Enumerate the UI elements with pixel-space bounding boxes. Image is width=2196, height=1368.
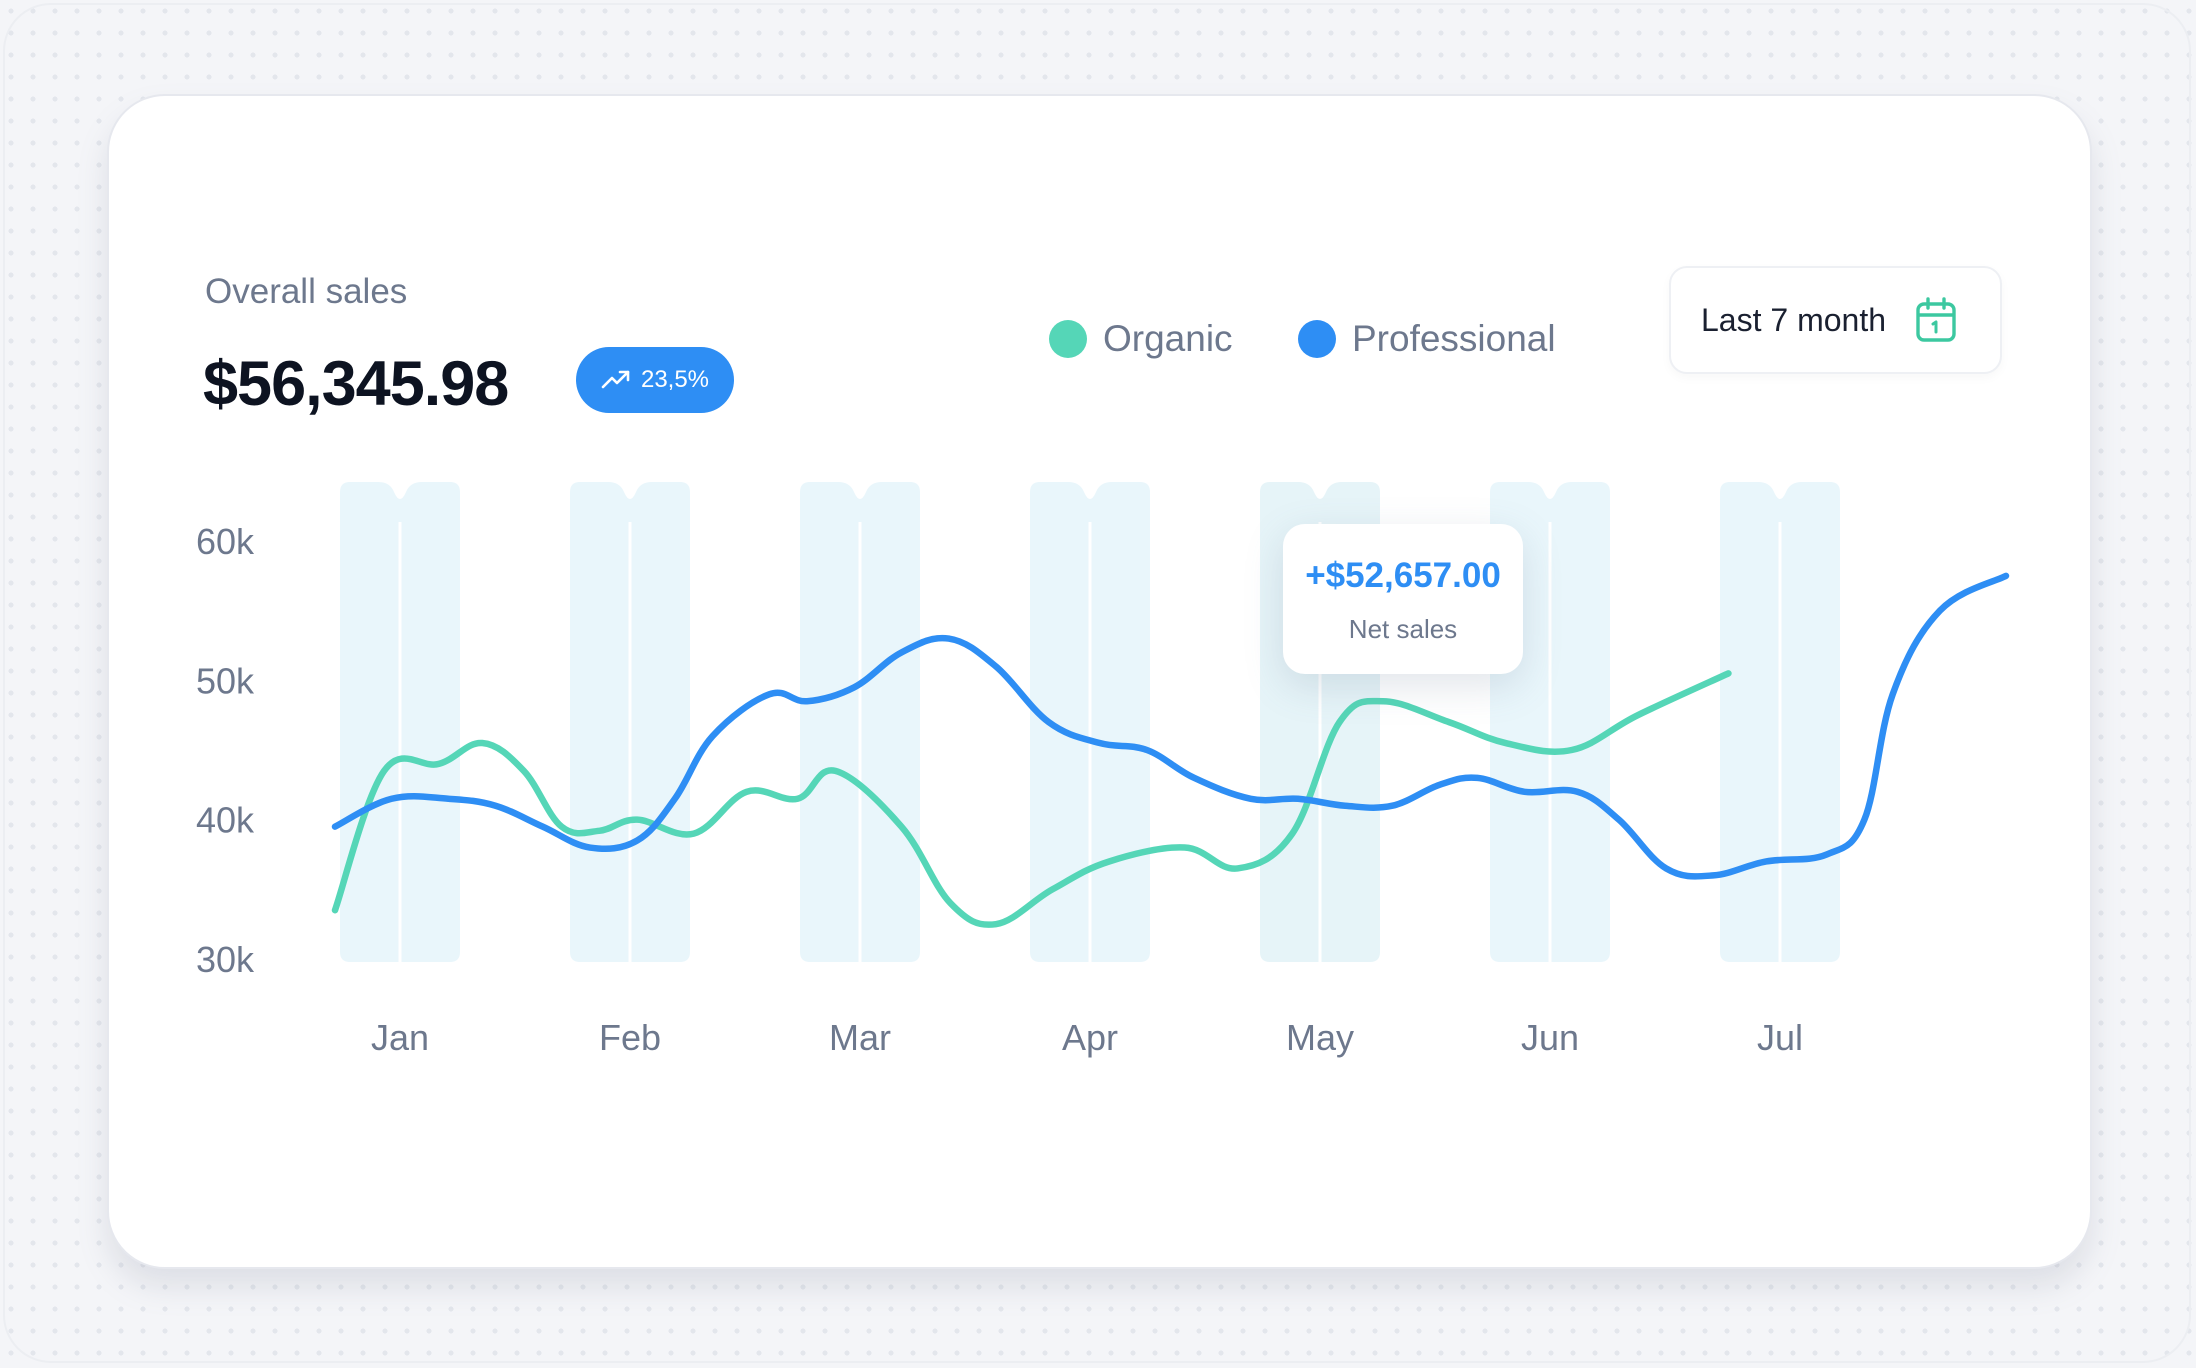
tooltip-value: +$52,657.00 — [1305, 556, 1501, 595]
series-line-professional — [331, 572, 2010, 880]
sales-card: 60k 50k 40k 30k Jan Feb Mar Apr May Jun Jul Overal… — [107, 94, 2092, 1269]
net-sales-tooltip: +$52,657.00 Net sales — [1283, 524, 1523, 674]
growth-badge: 23,5% — [576, 347, 734, 413]
series-line-organic — [331, 670, 1732, 928]
calendar-icon — [1916, 297, 1956, 342]
legend-item-professional: Professional — [1298, 318, 1556, 360]
x-tick-label: Feb — [599, 1017, 661, 1058]
date-range-button[interactable]: Last 7 month — [1669, 266, 2002, 374]
x-tick-label: Jun — [1521, 1017, 1579, 1058]
y-tick-label: 40k — [196, 800, 255, 841]
total-amount: $56,345.98 — [203, 349, 509, 419]
professional-dot — [1298, 320, 1336, 358]
legend-item-organic: Organic — [1049, 318, 1233, 360]
date-range-label: Last 7 month — [1701, 301, 1886, 338]
growth-value: 23,5% — [640, 366, 710, 393]
y-tick-label: 50k — [196, 660, 255, 701]
x-tick-label: Mar — [829, 1017, 891, 1058]
legend-label-professional: Professional — [1352, 318, 1556, 359]
trend-up-icon — [601, 370, 630, 389]
card-title: Overall sales — [205, 272, 408, 311]
x-tick-label: Apr — [1062, 1017, 1118, 1058]
organic-dot — [1049, 320, 1087, 358]
legend-label-organic: Organic — [1103, 318, 1233, 359]
y-tick-label: 30k — [196, 939, 255, 980]
background-frame — [3, 3, 2191, 1363]
x-tick-label: Jul — [1757, 1017, 1803, 1058]
tooltip-label: Net sales — [1348, 614, 1458, 644]
x-tick-label: Jan — [371, 1017, 429, 1058]
x-tick-label: May — [1286, 1017, 1354, 1058]
y-tick-label: 60k — [196, 521, 255, 562]
